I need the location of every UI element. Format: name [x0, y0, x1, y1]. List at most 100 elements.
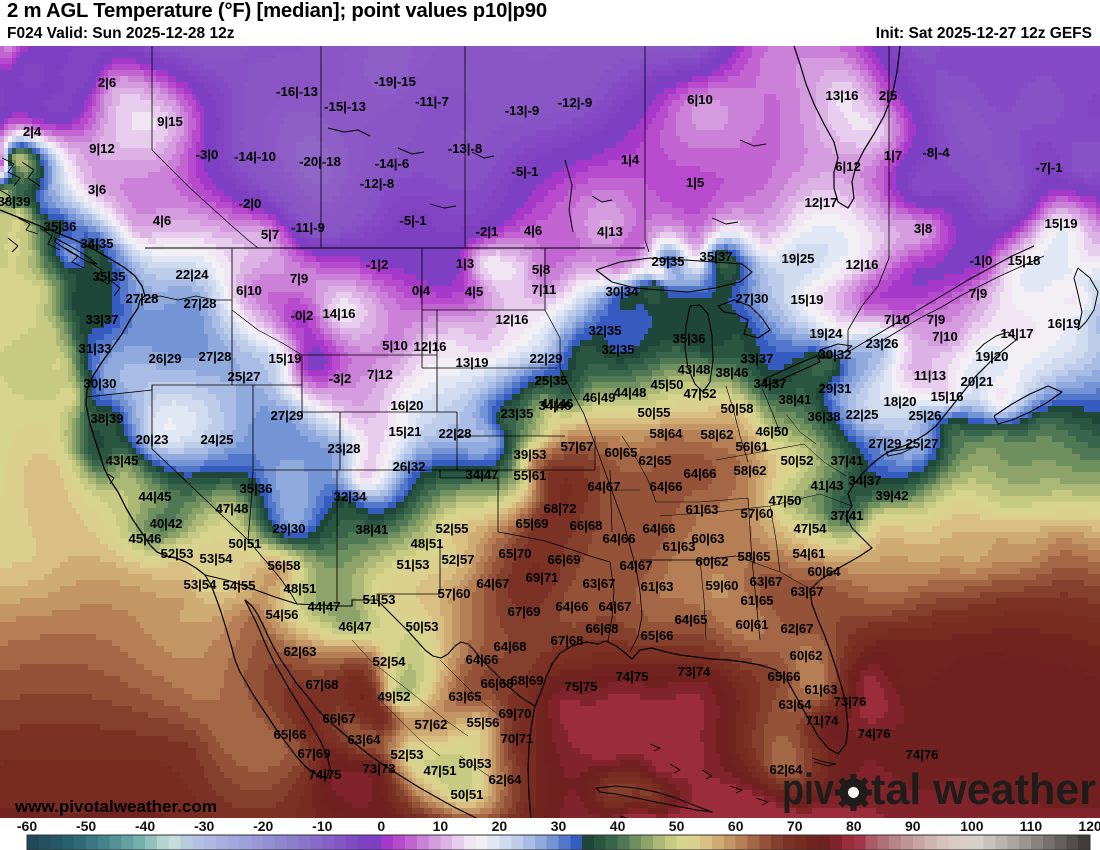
svg-text:70|71: 70|71 [500, 731, 533, 746]
svg-text:63|64: 63|64 [347, 732, 381, 747]
svg-text:5|10: 5|10 [382, 338, 408, 353]
svg-text:-16|-13: -16|-13 [276, 84, 318, 99]
svg-text:53|54: 53|54 [183, 577, 217, 592]
svg-text:27|29: 27|29 [868, 436, 901, 451]
svg-text:-1|2: -1|2 [366, 257, 389, 272]
svg-text:27|29: 27|29 [270, 408, 303, 423]
svg-text:57|67: 57|67 [560, 439, 593, 454]
svg-text:26|29: 26|29 [148, 351, 181, 366]
svg-text:64|66: 64|66 [683, 466, 716, 481]
svg-text:110: 110 [1020, 818, 1043, 834]
svg-text:3|6: 3|6 [88, 182, 106, 197]
svg-text:29|30: 29|30 [272, 521, 305, 536]
svg-text:50|53: 50|53 [458, 756, 491, 771]
svg-text:20: 20 [492, 818, 508, 834]
svg-text:16|19: 16|19 [1047, 316, 1080, 331]
svg-text:9|12: 9|12 [89, 141, 115, 156]
svg-text:7|11: 7|11 [532, 282, 557, 297]
svg-text:-3|0: -3|0 [196, 147, 219, 162]
svg-text:66|67: 66|67 [322, 711, 355, 726]
svg-text:48|51: 48|51 [410, 536, 443, 551]
svg-text:15|21: 15|21 [388, 424, 421, 439]
svg-text:15|18: 15|18 [1007, 253, 1040, 268]
svg-text:57|60: 57|60 [740, 506, 773, 521]
svg-text:23|35: 23|35 [500, 406, 533, 421]
svg-text:-1|0: -1|0 [970, 253, 993, 268]
svg-text:58|64: 58|64 [649, 426, 683, 441]
svg-text:15|19: 15|19 [268, 351, 301, 366]
svg-text:15|16: 15|16 [930, 389, 963, 404]
svg-text:66|68: 66|68 [585, 621, 618, 636]
svg-text:4|5: 4|5 [465, 284, 483, 299]
svg-text:35|37: 35|37 [699, 249, 732, 264]
svg-text:64|66: 64|66 [465, 652, 498, 667]
svg-text:-5|-1: -5|-1 [399, 213, 426, 228]
svg-text:9|15: 9|15 [157, 114, 183, 129]
svg-text:32|35: 32|35 [588, 323, 621, 338]
svg-text:24|25: 24|25 [200, 432, 233, 447]
svg-text:25|26: 25|26 [908, 408, 941, 423]
svg-text:13|19: 13|19 [455, 355, 488, 370]
svg-text:68|72: 68|72 [543, 501, 576, 516]
svg-text:52|54: 52|54 [372, 654, 406, 669]
svg-text:-12|-9: -12|-9 [558, 95, 592, 110]
svg-text:-14|-10: -14|-10 [234, 149, 276, 164]
svg-text:27|30: 27|30 [735, 291, 768, 306]
svg-text:47|54: 47|54 [793, 521, 827, 536]
svg-text:-5|-1: -5|-1 [511, 164, 538, 179]
svg-text:29|31: 29|31 [818, 381, 851, 396]
svg-text:23|26: 23|26 [865, 336, 898, 351]
svg-text:64|68: 64|68 [493, 639, 526, 654]
svg-text:-13|-8: -13|-8 [448, 141, 482, 156]
svg-text:38|46: 38|46 [715, 365, 748, 380]
svg-text:0|4: 0|4 [412, 283, 431, 298]
svg-text:-3|2: -3|2 [329, 371, 352, 386]
svg-text:-20: -20 [253, 818, 273, 834]
svg-text:74|76: 74|76 [857, 726, 890, 741]
svg-text:49|52: 49|52 [377, 689, 410, 704]
svg-text:60|62: 60|62 [695, 554, 728, 569]
svg-text:2|6: 2|6 [98, 75, 116, 90]
svg-text:15|19: 15|19 [1044, 216, 1077, 231]
svg-text:1|5: 1|5 [686, 175, 704, 190]
svg-text:30|34: 30|34 [605, 284, 639, 299]
svg-text:60: 60 [728, 818, 744, 834]
svg-text:33|37: 33|37 [740, 351, 773, 366]
svg-text:-7|-1: -7|-1 [1035, 160, 1062, 175]
svg-text:35|36: 35|36 [672, 331, 705, 346]
svg-text:12|16: 12|16 [845, 257, 878, 272]
svg-text:1|4: 1|4 [621, 152, 640, 167]
svg-text:2|5: 2|5 [879, 88, 897, 103]
svg-text:63|65: 63|65 [448, 689, 481, 704]
svg-text:64|67: 64|67 [476, 576, 509, 591]
svg-text:-19|-15: -19|-15 [374, 74, 416, 89]
svg-text:55|61: 55|61 [513, 468, 546, 483]
svg-text:-60: -60 [17, 818, 37, 834]
svg-text:38|39: 38|39 [0, 194, 31, 209]
svg-text:64|67: 64|67 [619, 558, 652, 573]
svg-text:52|53: 52|53 [160, 546, 193, 561]
svg-text:74|75: 74|75 [615, 669, 648, 684]
svg-text:56|61: 56|61 [735, 439, 768, 454]
svg-text:61|63: 61|63 [662, 539, 695, 554]
svg-text:25|27: 25|27 [905, 436, 938, 451]
svg-text:35|35: 35|35 [92, 269, 125, 284]
svg-text:13|16: 13|16 [825, 88, 858, 103]
svg-text:56|58: 56|58 [267, 558, 300, 573]
svg-text:22|24: 22|24 [175, 267, 209, 282]
svg-text:3|8: 3|8 [914, 221, 932, 236]
svg-text:6|10: 6|10 [236, 283, 262, 298]
svg-text:-11|-7: -11|-7 [415, 94, 449, 109]
svg-text:1|3: 1|3 [456, 256, 474, 271]
svg-text:38|39: 38|39 [90, 411, 123, 426]
svg-text:60|65: 60|65 [604, 445, 637, 460]
svg-text:11|13: 11|13 [914, 368, 946, 383]
svg-text:4|6: 4|6 [524, 223, 542, 238]
svg-text:30: 30 [551, 818, 567, 834]
svg-text:44|48: 44|48 [613, 385, 646, 400]
svg-text:64|67: 64|67 [587, 479, 620, 494]
svg-text:62|63: 62|63 [283, 644, 316, 659]
svg-text:52|53: 52|53 [390, 747, 423, 762]
svg-text:73|74: 73|74 [677, 664, 711, 679]
svg-text:26|32: 26|32 [392, 459, 425, 474]
